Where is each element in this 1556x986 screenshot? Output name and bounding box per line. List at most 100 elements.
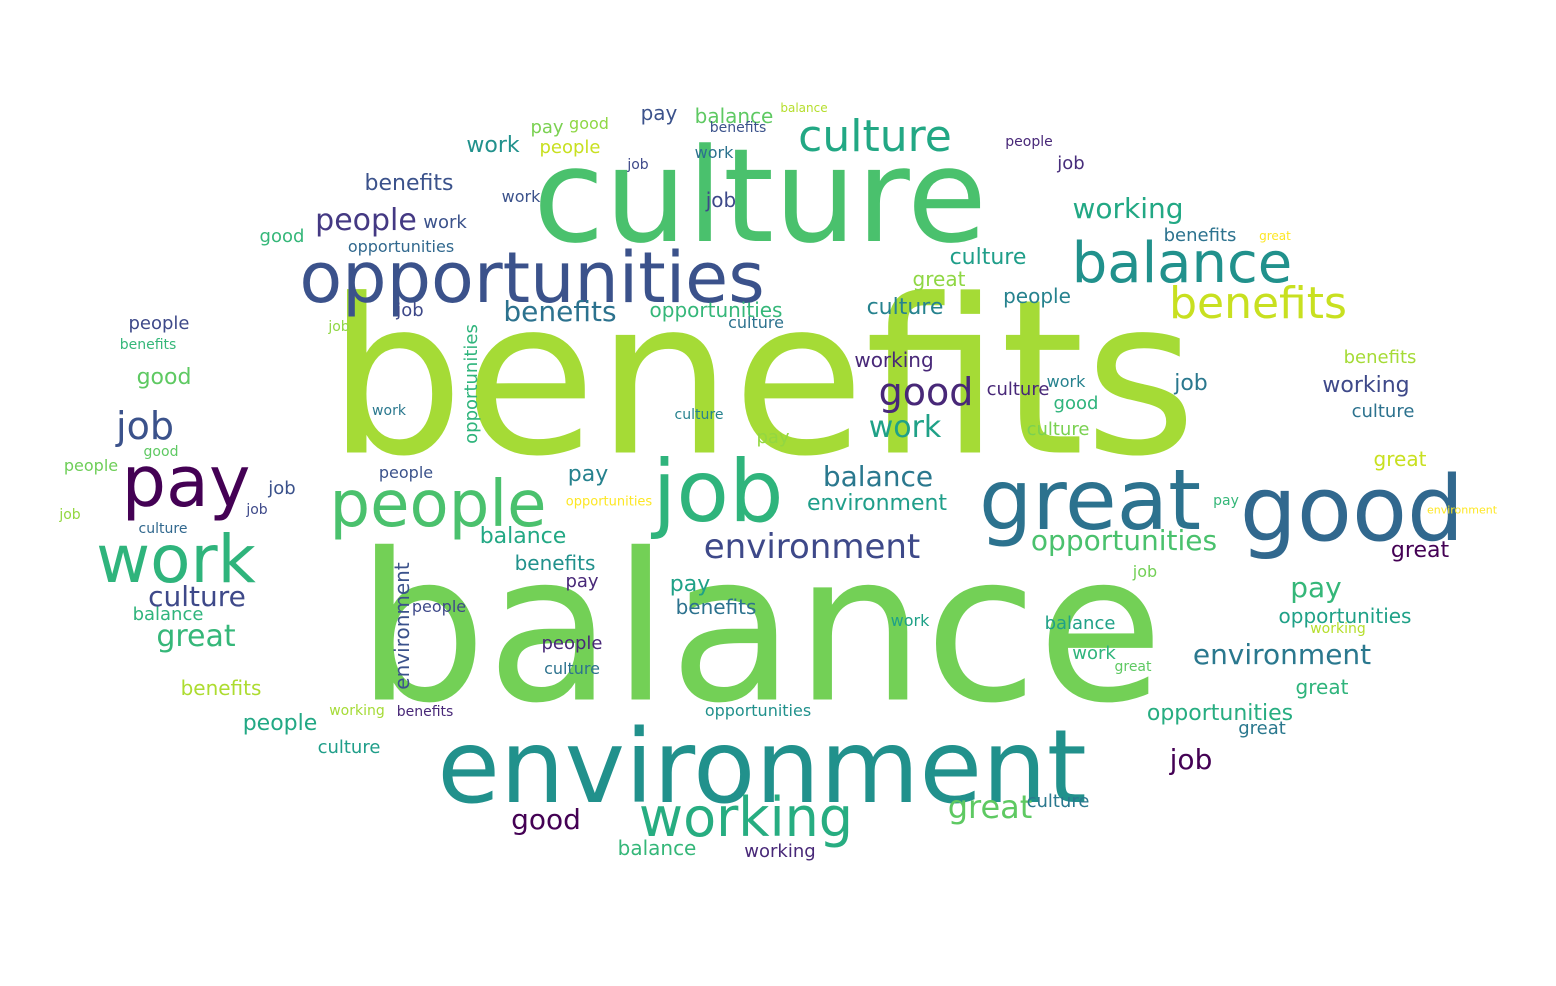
word-pay-small: pay	[567, 462, 609, 487]
word-balance-small: balance	[822, 460, 934, 493]
word-good-large: good	[1239, 457, 1465, 562]
word-balance-medium: balance	[1071, 231, 1293, 296]
word-opportunities-small: opportunities	[1278, 604, 1412, 628]
word-balance-small: balance	[780, 101, 828, 115]
word-work-small: work	[890, 611, 930, 630]
word-work-small: work	[1072, 643, 1116, 664]
word-great-small: great	[1373, 447, 1427, 471]
word-benefits-small: benefits	[709, 120, 767, 136]
word-culture-small: culture	[1026, 419, 1090, 440]
word-people-small: people	[63, 456, 119, 475]
word-culture-small: culture	[138, 521, 188, 537]
word-pay-small: pay	[565, 571, 599, 592]
word-good-medium: good	[878, 370, 974, 414]
word-pay-large: pay	[121, 441, 251, 523]
word-great-small: great	[1259, 229, 1291, 243]
word-benefits-large: benefits	[327, 252, 1197, 504]
word-work-small: work	[423, 212, 467, 233]
word-great-small: great	[1238, 718, 1286, 739]
word-opportunities: opportunities	[299, 237, 765, 319]
word-opportunities-medium: opportunities	[1030, 524, 1218, 557]
word-pay-small: pay	[1290, 571, 1342, 604]
word-environment-large: environment	[437, 708, 1087, 827]
word-opportunities-small: opportunities	[347, 237, 455, 256]
word-working-small: working	[1072, 192, 1184, 225]
word-environment-vertical: environment	[390, 562, 414, 690]
word-balance-small: balance	[694, 104, 774, 128]
word-culture-small: culture	[986, 379, 1050, 400]
word-people-small: people	[128, 313, 190, 334]
word-job-small: job	[246, 502, 268, 518]
word-good-small: good	[569, 114, 609, 133]
word-environment-vertical: environment	[1426, 503, 1498, 517]
word-balance-large: balance	[356, 510, 1164, 749]
word-pay-small: pay	[669, 572, 711, 597]
word-balance-small: balance	[617, 836, 697, 860]
word-environment-small: environment	[806, 491, 948, 516]
word-great-small: great	[1390, 538, 1450, 563]
word-people-small: people	[541, 633, 603, 654]
word-benefits-small: benefits	[503, 295, 617, 328]
word-job-large: job	[652, 442, 784, 542]
word-work-medium: work	[868, 410, 942, 445]
word-pay-small: pay	[640, 101, 678, 125]
word-great-small: great	[1114, 659, 1152, 675]
word-working-medium: working	[638, 786, 854, 849]
word-working-small: working	[744, 841, 816, 862]
word-benefits-small: benefits	[180, 676, 262, 700]
word-pay-small: pay	[530, 117, 564, 138]
word-job-small: job	[59, 507, 81, 523]
word-culture-small: culture	[1351, 401, 1415, 422]
word-balance-small: balance	[1044, 613, 1116, 634]
word-culture-small: culture	[544, 659, 600, 678]
word-benefits-small: benefits	[514, 551, 596, 575]
word-benefits-small: benefits	[675, 595, 757, 619]
word-opportunities-small: opportunities	[565, 494, 653, 510]
word-good-small: good	[143, 444, 179, 460]
word-job-medium: job	[116, 404, 174, 448]
word-great-medium: great	[156, 619, 236, 654]
word-people-small: people	[411, 597, 467, 616]
word-job-small: job	[627, 157, 649, 173]
word-people-small: people	[242, 711, 318, 736]
word-job-small: job	[1169, 743, 1213, 776]
word-culture-small: culture	[674, 407, 724, 423]
word-people-medium: people	[315, 203, 417, 238]
word-environment-medium: environment	[703, 527, 921, 567]
word-opportunities-small: opportunities	[1146, 701, 1294, 726]
word-job-small: job	[705, 188, 737, 212]
word-good-small: good	[1053, 393, 1099, 414]
word-job-small: job	[328, 319, 350, 335]
word-working-small: working	[1310, 621, 1366, 637]
word-culture-small: culture	[866, 295, 944, 320]
word-good-small: good	[136, 365, 192, 390]
word-opportunities-small: opportunities	[704, 701, 812, 720]
word-culture-large: culture	[533, 120, 987, 272]
word-people-large: people	[329, 468, 547, 542]
word-work-small: work	[1046, 372, 1086, 391]
word-benefits-medium: benefits	[1169, 278, 1347, 329]
word-job-small: job	[1174, 371, 1208, 396]
word-pay-small: pay	[756, 427, 790, 448]
word-job-small: job	[396, 300, 424, 321]
word-great-small: great	[912, 267, 966, 291]
word-opportunities-small: opportunities	[649, 298, 783, 322]
word-benefits-small: benefits	[1163, 225, 1237, 246]
word-work-small: work	[372, 403, 406, 419]
word-great-small: great	[1295, 675, 1349, 699]
word-good-small: good	[511, 803, 581, 836]
word-work-small: work	[501, 187, 541, 206]
word-pay-small: pay	[1213, 493, 1239, 509]
word-benefits-small: benefits	[1343, 347, 1417, 368]
word-job-small: job	[1132, 562, 1158, 581]
word-people-small: people	[1003, 284, 1071, 308]
word-work-large: work	[96, 521, 256, 598]
word-job-small: job	[1057, 153, 1085, 174]
word-people-small: people	[1005, 134, 1053, 150]
word-culture-small: culture	[728, 313, 784, 332]
word-people-small: people	[378, 463, 434, 482]
word-job-small: job	[268, 478, 296, 499]
word-working-small: working	[1322, 373, 1410, 398]
word-good-small: good	[259, 226, 305, 247]
